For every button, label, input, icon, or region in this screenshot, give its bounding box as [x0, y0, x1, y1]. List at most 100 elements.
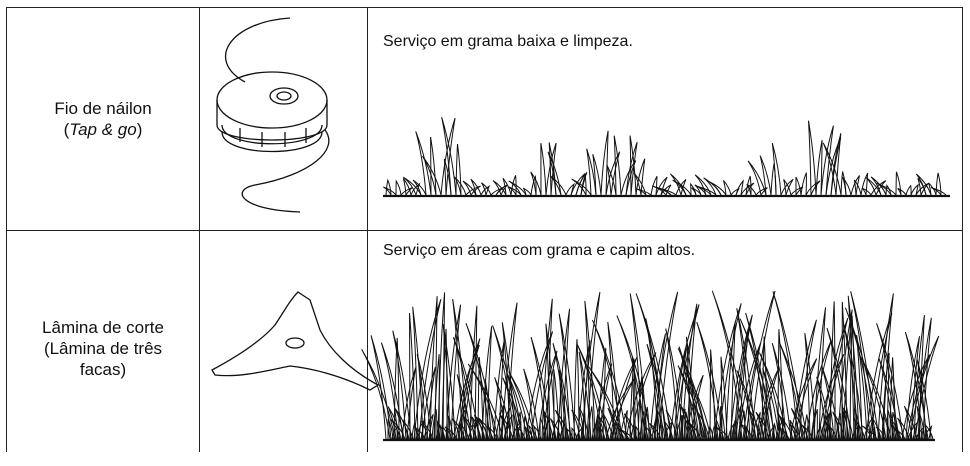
grass-blade	[484, 378, 492, 440]
grass-blade	[413, 299, 442, 440]
grass-blade	[530, 174, 537, 196]
grass-blade	[462, 180, 477, 196]
grass-blade	[678, 346, 700, 440]
grass-blade	[571, 426, 578, 440]
grass-blade	[850, 291, 876, 440]
table-border	[367, 7, 368, 452]
grass-blade	[679, 403, 694, 440]
grass-blade	[805, 180, 821, 196]
grass-blade	[790, 408, 806, 440]
grass-blade	[530, 337, 552, 440]
blade-icon	[211, 291, 380, 391]
grass-blade	[454, 176, 467, 196]
name-note: (Tap & go)	[64, 119, 143, 140]
grass-blade	[616, 315, 652, 440]
grass-blade	[876, 182, 897, 196]
grass-blade	[890, 419, 902, 440]
grass-blade	[691, 187, 702, 196]
grass-blade	[897, 187, 907, 196]
grass-blade	[876, 323, 904, 440]
grass-blade	[494, 377, 512, 440]
name: Fio de náilon	[54, 99, 152, 118]
grass-blade	[540, 143, 547, 196]
grass-blade	[600, 130, 609, 196]
grass-blade	[506, 373, 528, 440]
grass-blade	[592, 319, 628, 440]
grass-blade	[587, 406, 594, 440]
grass-blade	[477, 357, 484, 440]
grass-blade	[777, 413, 794, 440]
grass-blade	[711, 290, 748, 440]
grass-blade	[498, 413, 514, 440]
grass-blade	[445, 304, 462, 440]
grass-blade	[935, 172, 942, 196]
grass-blade	[870, 176, 887, 196]
grass-blade	[625, 142, 638, 196]
grass-blade	[853, 179, 862, 196]
grass-blade	[858, 353, 892, 440]
grass-blade	[554, 409, 570, 440]
grass-blade	[656, 187, 677, 196]
grass-blade	[679, 408, 686, 440]
document: Fio de náilon (Tap & go) Serviço em gram…	[6, 7, 963, 452]
name-note: (Lâmina de três facas)	[43, 339, 163, 379]
grass-blade	[708, 181, 727, 196]
grass-blade	[523, 416, 530, 440]
grass-blade	[738, 421, 754, 440]
grass-blade	[735, 179, 744, 196]
grass-blade	[820, 125, 834, 196]
grass-blade	[683, 411, 690, 440]
grass-blade	[578, 351, 592, 440]
grass-blade	[877, 293, 894, 440]
grass-blade	[402, 420, 414, 440]
grass-blade	[871, 416, 882, 440]
description: Serviço em grama baixa e limpeza.	[383, 33, 633, 50]
grass-blade	[607, 321, 620, 440]
grass-blade	[910, 183, 920, 196]
grass-blade	[492, 180, 507, 196]
grass-blade	[588, 366, 624, 440]
grass-blade	[592, 154, 602, 196]
grass-blade	[856, 334, 868, 440]
grass-blade	[433, 354, 440, 440]
grass-blade	[387, 418, 394, 440]
grass-blade	[530, 171, 542, 196]
grass-blade	[416, 354, 432, 440]
grass-blade	[586, 148, 597, 196]
grass-blade	[804, 333, 816, 440]
grass-blade	[409, 313, 416, 440]
grass-illustration	[361, 117, 947, 440]
grass-blade	[780, 178, 794, 196]
grass-blade	[633, 172, 647, 196]
grass-blade	[861, 187, 872, 196]
grass-blade	[501, 302, 518, 440]
grass-blade	[412, 306, 424, 440]
grass-blade	[523, 368, 540, 440]
grass-blade	[824, 421, 838, 440]
table-border	[962, 7, 963, 452]
grass-blade	[481, 182, 492, 196]
grass-blade	[916, 405, 926, 440]
grass-blade	[905, 184, 912, 196]
grass-blade	[930, 186, 947, 196]
grass-blade	[669, 304, 700, 440]
grass-blade	[549, 175, 567, 196]
paren: (	[63, 120, 70, 139]
grass-blade	[480, 184, 491, 196]
grass-blade	[606, 164, 617, 196]
grass-blade	[441, 328, 448, 440]
grass-blade	[441, 117, 457, 196]
grass-blade	[743, 425, 750, 440]
grass-blade	[835, 412, 842, 440]
grass-blade	[709, 349, 716, 440]
grass-blade	[465, 323, 496, 440]
grass-blade	[516, 425, 526, 440]
grass-blade	[392, 330, 412, 440]
grass-blade	[649, 422, 662, 440]
grass-blade	[729, 314, 753, 440]
grass-blade	[669, 173, 687, 196]
grass-blade	[469, 305, 478, 440]
grass-blade	[645, 318, 664, 440]
grass-blade	[875, 426, 886, 440]
grass-blade	[387, 406, 402, 440]
